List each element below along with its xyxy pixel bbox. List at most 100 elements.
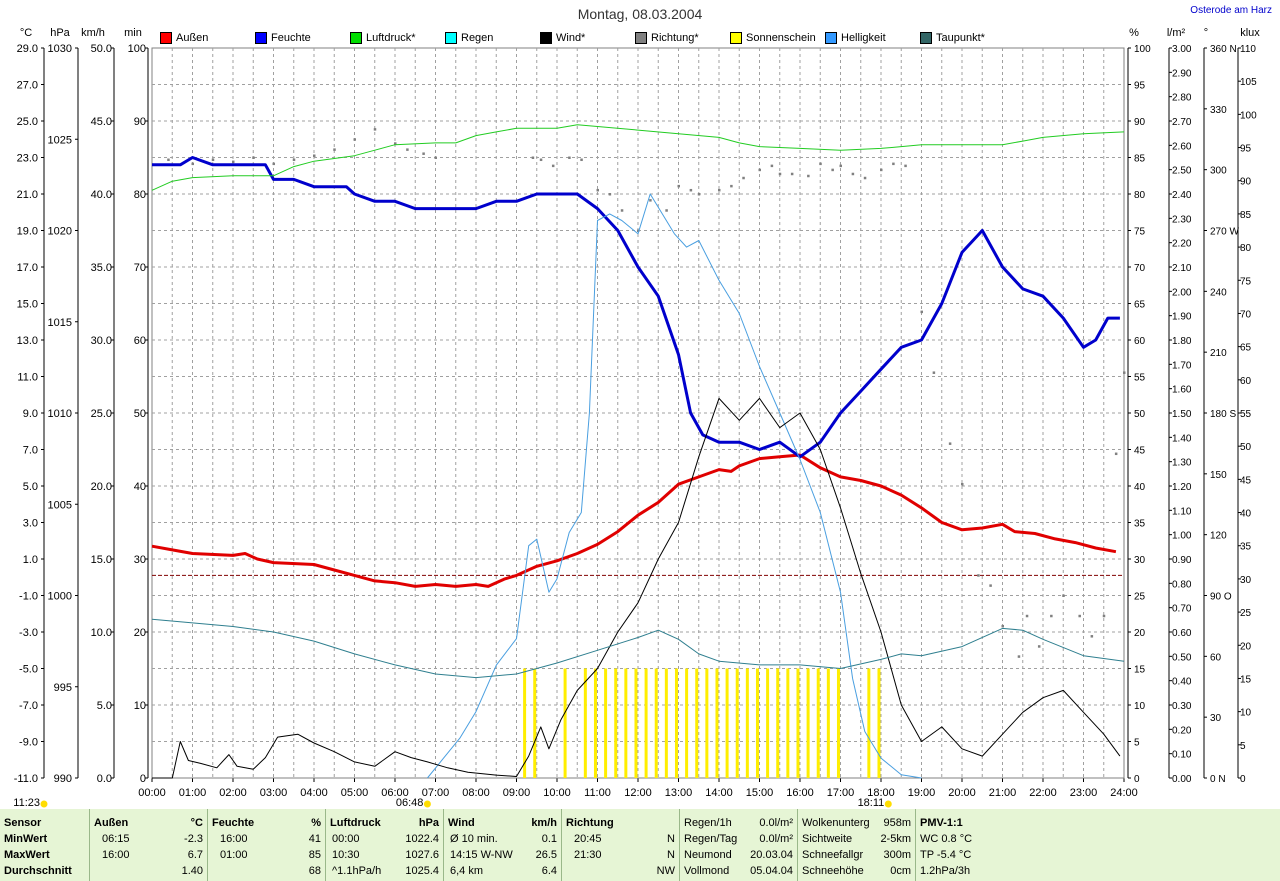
wind-direction-point — [1090, 635, 1094, 638]
axis-tick-label-left: 17.0 — [17, 262, 38, 274]
stats-label: Vollmond — [684, 865, 730, 877]
series-line-auen — [151, 453, 1117, 588]
x-tick-label: 00:00 — [138, 787, 166, 799]
series-line-wind — [152, 397, 1121, 779]
legend-label: Sonnenschein — [746, 32, 816, 44]
wind-direction-point — [551, 164, 555, 168]
stats-time: 20:45 — [574, 833, 602, 845]
axis-tick-label-left: 27.0 — [17, 80, 38, 92]
stats-value: 300m — [883, 849, 911, 861]
axis-tick-label-right: 30 — [1134, 555, 1146, 566]
stats-value: 0.0l/m² — [759, 833, 793, 845]
axis-tick-label-left: 25.0 — [17, 116, 38, 128]
legend-swatch — [540, 32, 552, 44]
legend-item: Richtung* — [635, 32, 699, 44]
axis-tick-label-right: 210 — [1210, 348, 1227, 359]
axis-tick-label-right: 2.10 — [1172, 263, 1192, 274]
x-tick-label: 21:00 — [989, 787, 1017, 799]
axis-tick-label-left: 1030 — [48, 43, 72, 55]
axis-tick-label-right: 65 — [1134, 300, 1146, 311]
stats-time: 6,4 km — [450, 865, 484, 877]
wind-direction-point — [770, 164, 774, 168]
wind-direction-point — [948, 442, 952, 445]
axis-tick-label-right: 360 N — [1210, 44, 1237, 55]
wind-direction-point — [880, 168, 883, 172]
wind-direction-point — [531, 156, 535, 159]
legend-label: Richtung* — [651, 32, 699, 44]
axis-tick-label-left: 3.0 — [23, 518, 38, 530]
legend-label: Helligkeit — [841, 32, 886, 44]
axis-tick-label-right: 5 — [1240, 741, 1246, 752]
axis-tick-label-left: 60 — [134, 335, 146, 347]
axis-tick-label-right: 180 S — [1210, 409, 1236, 420]
axis-tick-label-right: 240 — [1210, 287, 1227, 298]
axis-tick-label-left: -7.0 — [19, 700, 38, 712]
axis-tick-label-right: 10 — [1134, 701, 1146, 712]
axis-tick-label-right: 3.00 — [1172, 44, 1192, 55]
wind-direction-point — [333, 148, 336, 151]
axis-tick-label-right: 1.20 — [1172, 482, 1192, 493]
axis-tick-label-right: 45 — [1240, 475, 1252, 486]
stats-header: Wind — [448, 817, 475, 829]
x-tick-label: 05:00 — [341, 787, 369, 799]
axis-tick-label-right: 95 — [1240, 144, 1252, 155]
axis-tick-label-right: 90 — [1240, 177, 1252, 188]
axis-tick-label-right: 80 — [1134, 190, 1146, 201]
axis-tick-label-left: 10.0 — [91, 627, 112, 639]
x-tick-label: 16:00 — [786, 787, 814, 799]
stats-label: Regen/1h — [684, 817, 732, 829]
axis-tick-label-right: 45 — [1134, 446, 1146, 457]
axis-tick-label-right: 300 — [1210, 166, 1227, 177]
stats-time: 14:15 W-NW — [450, 849, 513, 861]
wind-direction-point — [434, 156, 437, 159]
axis-tick-label-left: 29.0 — [17, 43, 38, 55]
x-tick-label: 12:00 — [624, 787, 652, 799]
axis-tick-label-right: 75 — [1240, 276, 1252, 287]
stats-value: 1.40 — [181, 865, 203, 877]
stats-time: Ø 10 min. — [450, 833, 498, 845]
axis-tick-label-right: 25 — [1134, 592, 1146, 603]
legend-label: Regen — [461, 32, 494, 44]
wind-direction-point — [989, 584, 992, 587]
axis-tick-label-right: 100 — [1134, 44, 1151, 55]
wind-direction-point — [596, 188, 599, 192]
legend-swatch — [920, 32, 932, 44]
wind-direction-point — [718, 188, 721, 192]
axis-tick-label-right: 150 — [1210, 470, 1227, 481]
stats-value: 41 — [308, 833, 321, 845]
legend-label: Taupunkt* — [936, 32, 985, 44]
axis-tick-label-right: 20 — [1134, 628, 1146, 639]
stats-header: Richtung — [566, 817, 614, 829]
stats-unit: °C — [190, 817, 203, 829]
stats-value: 1025.4 — [405, 865, 439, 877]
axis-unit-right: l/m² — [1167, 27, 1186, 39]
axis-tick-label-right: 2.30 — [1172, 214, 1192, 225]
stats-value: 26.5 — [535, 849, 557, 861]
axis-tick-label-right: 0 N — [1210, 774, 1226, 785]
legend-swatch — [255, 32, 267, 44]
axis-tick-label-left: 50.0 — [91, 43, 112, 55]
wind-direction-point — [422, 152, 425, 155]
axis-tick-label-right: 1.70 — [1172, 360, 1192, 371]
stats-value: N — [667, 849, 675, 861]
axis-tick-label-right: 1.50 — [1172, 409, 1192, 420]
wind-direction-point — [904, 164, 907, 168]
wind-direction-point — [313, 154, 316, 157]
stats-label: Neumond — [684, 849, 732, 861]
axis-tick-label-left: 0 — [140, 773, 146, 785]
stats-pmv-column: PMV-1:1 WC 0.8 °C TP -5.4 °C 1.2hPa/3h — [915, 809, 1280, 881]
legend-item: Außen — [160, 32, 208, 44]
wind-direction-point — [580, 158, 583, 162]
axis-tick-label-right: 270 W — [1210, 227, 1239, 238]
wind-direction-point — [1078, 614, 1081, 618]
axis-unit-left: °C — [20, 27, 32, 39]
axis-tick-label-left: 990 — [54, 773, 72, 785]
axis-tick-label-left: 25.0 — [91, 408, 112, 420]
wind-direction-point — [1114, 452, 1118, 456]
wind-direction-point — [1025, 614, 1029, 618]
stats-richtung-column: Richtung 20:45 N 21:30 N NW — [561, 809, 679, 881]
wind-direction-point — [292, 158, 296, 162]
axis-tick-label-right: 0.60 — [1172, 628, 1192, 639]
axis-tick-label-right: 50 — [1134, 409, 1146, 420]
axis-tick-label-left: 1010 — [48, 408, 72, 420]
